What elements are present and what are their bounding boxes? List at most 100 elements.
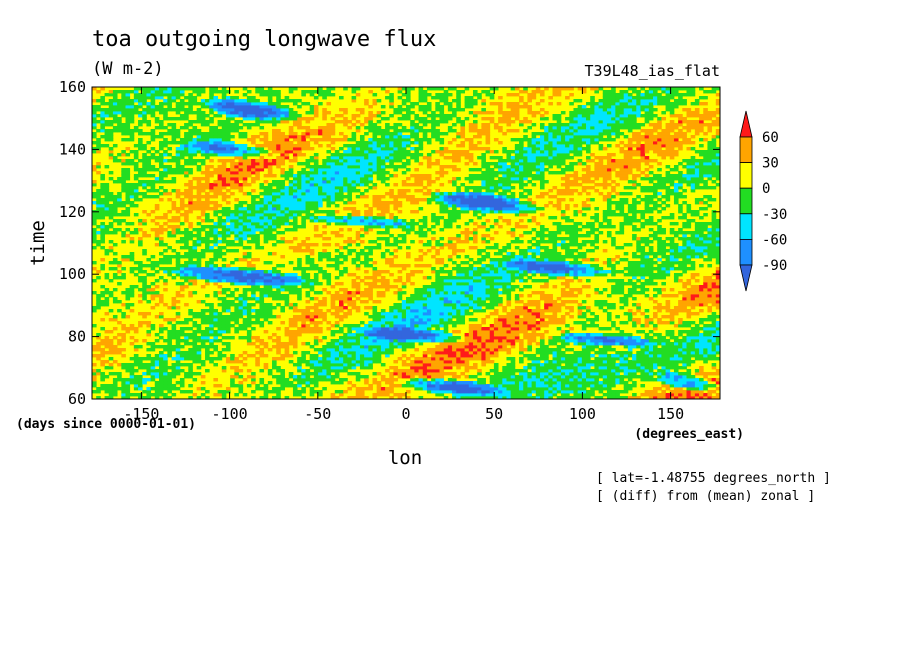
heatmap-cell — [422, 360, 428, 364]
heatmap-cell — [573, 264, 579, 268]
heatmap-cell — [657, 372, 662, 376]
heatmap-cell — [188, 258, 193, 262]
heatmap-cell — [234, 282, 239, 286]
heatmap-cell — [435, 318, 440, 322]
heatmap-cell — [648, 345, 654, 349]
heatmap-cell — [581, 351, 587, 355]
heatmap-cell — [184, 273, 189, 277]
heatmap-cell — [125, 294, 131, 298]
heatmap-cell — [192, 282, 198, 286]
heatmap-cell — [640, 330, 646, 334]
heatmap-cell — [364, 270, 369, 274]
heatmap-cell — [481, 264, 486, 268]
heatmap-cell — [397, 339, 403, 343]
heatmap-cell — [682, 360, 687, 364]
heatmap-cell — [418, 270, 424, 274]
heatmap-cell — [569, 375, 574, 379]
heatmap-cell — [623, 294, 629, 298]
heatmap-cell — [171, 348, 177, 352]
heatmap-cell — [498, 285, 503, 289]
heatmap-cell — [472, 288, 478, 292]
heatmap-cell — [447, 243, 453, 247]
heatmap-cell — [586, 351, 591, 355]
heatmap-cell — [506, 318, 512, 322]
heatmap-cell — [334, 348, 340, 352]
heatmap-cell — [158, 363, 164, 367]
heatmap-cell — [539, 255, 545, 259]
heatmap-cell — [184, 279, 189, 283]
heatmap-cell — [242, 270, 248, 274]
heatmap-cell — [669, 309, 675, 313]
heatmap-cell — [502, 396, 507, 400]
heatmap-cell — [644, 351, 650, 355]
heatmap-cell — [163, 345, 168, 349]
heatmap-cell — [142, 321, 147, 325]
heatmap-cell — [439, 378, 445, 382]
heatmap-cell — [414, 378, 419, 382]
heatmap-cell — [535, 375, 541, 379]
heatmap-cell — [657, 339, 662, 343]
heatmap-cell — [422, 294, 428, 298]
heatmap-cell — [581, 375, 587, 379]
heatmap-cell — [326, 378, 332, 382]
heatmap-cell — [318, 255, 323, 259]
heatmap-cell — [552, 243, 558, 247]
heatmap-cell — [556, 384, 562, 388]
heatmap-cell — [339, 273, 344, 277]
heatmap-cell — [472, 351, 478, 355]
heatmap-cell — [326, 237, 332, 241]
heatmap-cell — [519, 318, 524, 322]
heatmap-cell — [184, 357, 189, 361]
heatmap-cell — [560, 384, 566, 388]
heatmap-cell — [577, 366, 583, 370]
heatmap-cell — [577, 375, 583, 379]
heatmap-cell — [514, 270, 520, 274]
heatmap-cell — [276, 303, 281, 307]
heatmap-cell — [477, 330, 482, 334]
heatmap-cell — [560, 282, 566, 286]
heatmap-cell — [125, 303, 131, 307]
heatmap-cell — [246, 342, 252, 346]
heatmap-cell — [443, 321, 449, 325]
heatmap-cell — [280, 342, 285, 346]
heatmap-cell — [322, 372, 327, 376]
heatmap-cell — [581, 300, 587, 304]
heatmap-cell — [594, 363, 599, 367]
heatmap-cell — [661, 345, 666, 349]
heatmap-cell — [284, 300, 290, 304]
heatmap-cell — [171, 369, 177, 373]
heatmap-cell — [502, 384, 507, 388]
heatmap-cell — [644, 279, 650, 283]
heatmap-cell — [523, 366, 528, 370]
heatmap-cell — [313, 369, 319, 373]
heatmap-cell — [188, 384, 193, 388]
heatmap-cell — [489, 387, 495, 391]
heatmap-cell — [330, 360, 336, 364]
heatmap-cell — [146, 357, 152, 361]
heatmap-cell — [531, 279, 537, 283]
heatmap-cell — [439, 309, 445, 313]
heatmap-cell — [339, 315, 344, 319]
heatmap-cell — [581, 255, 587, 259]
heatmap-cell — [397, 315, 403, 319]
heatmap-cell — [544, 387, 549, 391]
heatmap-cell — [213, 345, 218, 349]
heatmap-cell — [334, 249, 340, 253]
heatmap-cell — [133, 345, 139, 349]
heatmap-cell — [280, 384, 285, 388]
heatmap-cell — [364, 300, 369, 304]
heatmap-cell — [104, 288, 110, 292]
heatmap-cell — [121, 258, 126, 262]
heatmap-cell — [489, 288, 495, 292]
heatmap-cell — [535, 306, 541, 310]
heatmap-cell — [263, 318, 269, 322]
heatmap-cell — [426, 327, 432, 331]
heatmap-cell — [577, 336, 583, 340]
heatmap-cell — [699, 390, 704, 394]
heatmap-cell — [184, 327, 189, 331]
heatmap-cell — [158, 267, 164, 271]
heatmap-cell — [619, 369, 625, 373]
heatmap-cell — [527, 264, 532, 268]
heatmap-cell — [468, 333, 474, 337]
heatmap-cell — [138, 363, 143, 367]
